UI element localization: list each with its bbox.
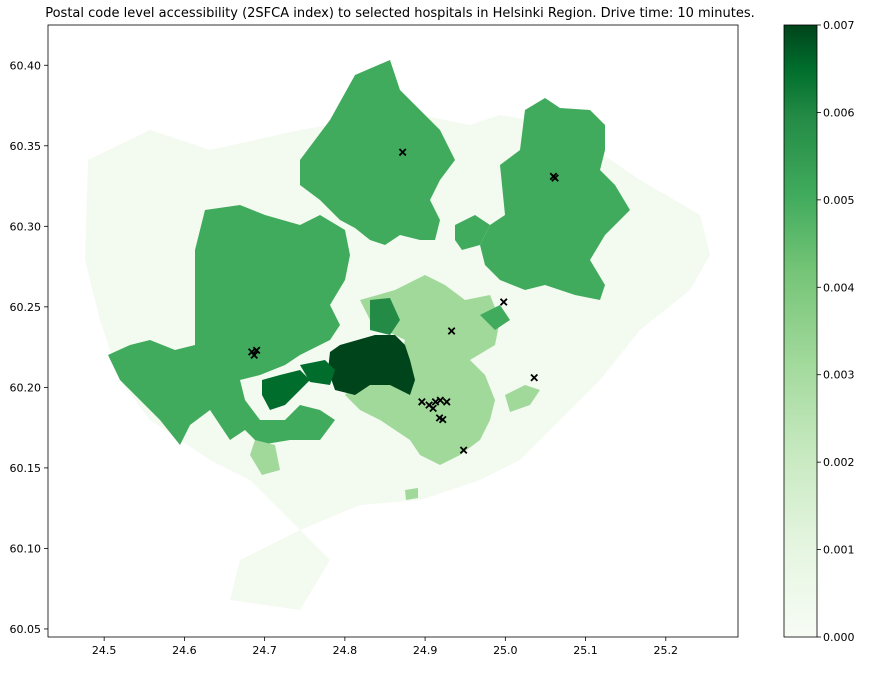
y-tick-label: 60.25 bbox=[10, 301, 42, 314]
y-tick-label: 60.10 bbox=[10, 542, 42, 555]
colorbar-tick-label: 0.007 bbox=[823, 19, 855, 32]
region-east-mid bbox=[455, 215, 490, 250]
x-tick-label: 24.9 bbox=[413, 644, 438, 657]
region-dark-mid bbox=[300, 360, 335, 385]
y-tick-label: 60.05 bbox=[10, 623, 42, 636]
y-tick-label: 60.30 bbox=[10, 220, 42, 233]
x-tick-label: 24.6 bbox=[172, 644, 197, 657]
y-tick-label: 60.40 bbox=[10, 59, 42, 72]
hospital-marker bbox=[499, 298, 508, 306]
region-north-east bbox=[480, 98, 630, 300]
colorbar-tick-label: 0.000 bbox=[823, 631, 855, 644]
region-island-2 bbox=[250, 440, 280, 475]
hospital-marker bbox=[442, 398, 451, 406]
x-tick-label: 25.2 bbox=[654, 644, 679, 657]
region-north-vantaa bbox=[300, 60, 455, 245]
hospital-marker bbox=[447, 327, 456, 335]
hospital-markers bbox=[247, 148, 559, 455]
region-dark-left bbox=[262, 370, 310, 410]
colorbar-tick-label: 0.001 bbox=[823, 544, 855, 557]
hospital-marker bbox=[398, 148, 407, 157]
colorbar-tick-label: 0.002 bbox=[823, 456, 855, 469]
x-axis: 24.5 24.6 24.7 24.8 24.9 25.0 25.1 25.2 bbox=[92, 637, 678, 657]
hospital-marker bbox=[436, 396, 445, 405]
hospital-marker bbox=[429, 404, 437, 413]
region-east-light bbox=[480, 305, 510, 330]
region-island-1 bbox=[505, 385, 540, 412]
colorbar-tick-label: 0.005 bbox=[823, 194, 855, 207]
hospital-marker bbox=[551, 174, 559, 182]
region-dark-center bbox=[328, 335, 415, 395]
region-island-3 bbox=[405, 488, 418, 500]
hospital-marker bbox=[431, 398, 440, 406]
colorbar-tick-label: 0.006 bbox=[823, 106, 855, 119]
colorbar bbox=[783, 24, 818, 638]
x-tick-label: 25.1 bbox=[573, 644, 598, 657]
y-tick-label: 60.15 bbox=[10, 462, 42, 475]
hospital-marker bbox=[438, 415, 447, 424]
hospital-marker bbox=[252, 346, 261, 355]
map-regions bbox=[85, 60, 710, 610]
colorbar-ticks: 0.000 0.001 0.002 0.003 0.004 0.005 0.006 0.007 bbox=[817, 19, 855, 644]
hospital-marker bbox=[418, 398, 426, 406]
y-axis: 60.05 60.10 60.15 60.20 60.25 60.30 60.35 60.40 bbox=[10, 59, 48, 636]
colorbar-tick-label: 0.004 bbox=[823, 281, 855, 294]
y-tick-label: 60.35 bbox=[10, 140, 42, 153]
region-dark-north bbox=[370, 298, 400, 335]
hospital-marker bbox=[530, 373, 539, 382]
hospital-marker bbox=[250, 351, 259, 359]
x-tick-label: 25.0 bbox=[493, 644, 518, 657]
y-tick-label: 60.20 bbox=[10, 381, 42, 394]
x-tick-label: 24.8 bbox=[333, 644, 358, 657]
x-tick-label: 24.5 bbox=[92, 644, 117, 657]
x-tick-label: 24.7 bbox=[252, 644, 277, 657]
hospital-marker bbox=[459, 446, 468, 455]
chart-title: Postal code level accessibility (2SFCA i… bbox=[45, 6, 755, 21]
plot-frame bbox=[47, 24, 739, 638]
region-espoo bbox=[108, 205, 350, 445]
colorbar-tick-label: 0.003 bbox=[823, 369, 855, 382]
